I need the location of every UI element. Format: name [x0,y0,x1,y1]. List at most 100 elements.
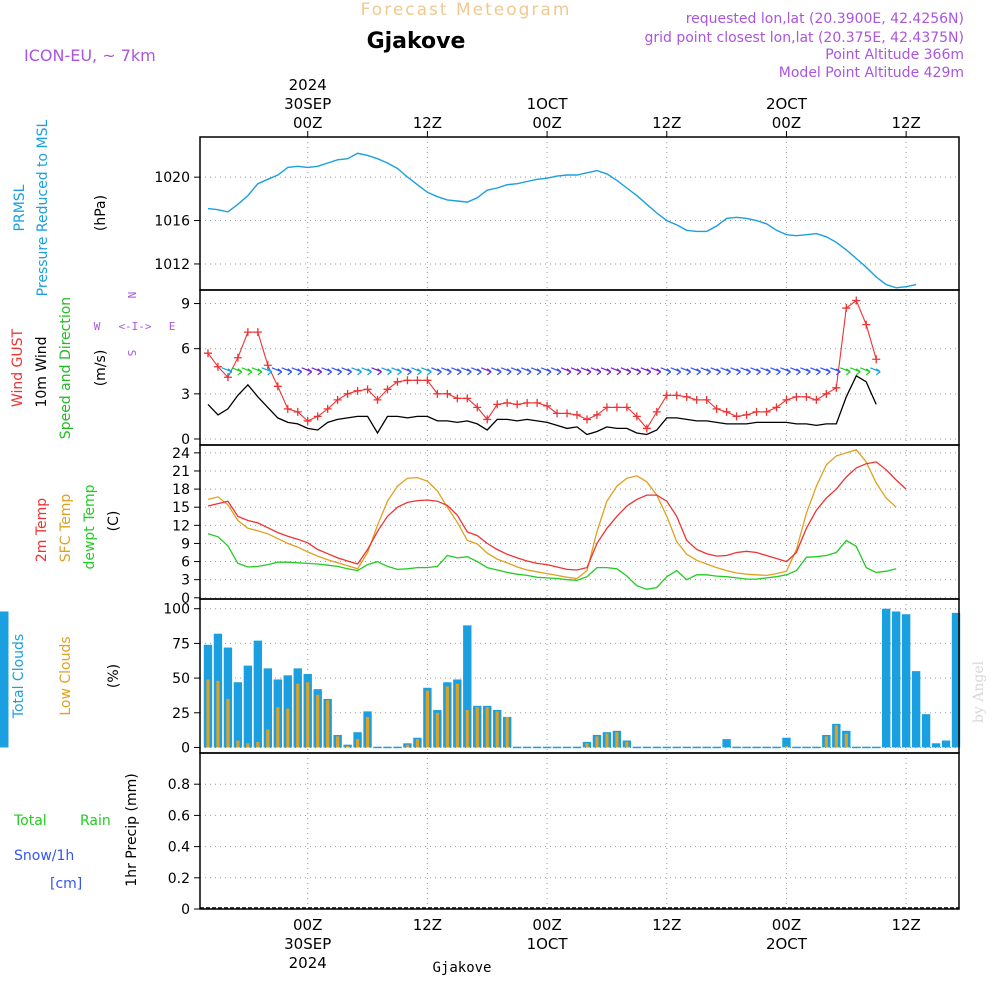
y-tick-label: 0.6 [168,808,190,824]
total-cloud-bar [882,608,891,748]
wind-direction-arrow [251,367,263,376]
time-label: 1OCT [527,935,569,953]
low-cloud-bar [605,733,609,748]
wind-direction-arrow [351,367,362,376]
gust-marker [832,383,841,392]
gust-marker [253,328,262,337]
time-label: 12Z [891,916,920,934]
low-cloud-bar [495,711,499,748]
gust-marker [343,389,352,398]
gust-marker [742,410,751,419]
total-cloud-bar [223,647,233,748]
wind-direction-arrow [810,367,821,376]
clouds-label-total: Total Clouds [11,634,27,719]
temp-label-unit: (C) [106,511,122,532]
wind-panel: 0 3 6 9 [181,289,960,448]
wind-direction-arrow [869,367,881,376]
gust-marker [483,415,492,424]
clouds-label-low: Low Clouds [58,636,74,715]
wind-direction-arrow [261,367,273,376]
time-label: 12Z [652,916,681,934]
wind-direction-arrow [570,367,582,376]
gust-marker [383,385,392,394]
low-cloud-bar [485,707,489,748]
low-cloud-bar [784,746,789,748]
wind-direction-arrow [411,367,422,376]
clouds-side-labels: Total Clouds Low Clouds (%) [11,634,122,719]
gust-marker [682,392,691,401]
gust-marker [712,404,721,413]
wind-direction-arrow [860,367,871,376]
y-tick-label: 6 [181,555,190,571]
compass-n: N [125,292,138,299]
wind-direction-arrow [760,367,771,376]
wind-direction-arrow [271,367,283,376]
gust-marker [842,304,851,313]
gust-marker [303,416,312,425]
gust-marker [523,398,532,407]
y-tick-label: 0 [181,902,190,918]
time-label: 00Z [532,916,561,934]
gust-marker [762,407,771,416]
low-cloud-bar [286,708,290,748]
time-label: 00Z [772,916,801,934]
wind-direction-arrow [620,367,632,376]
low-cloud-bar [435,712,439,748]
gust-marker [393,377,402,386]
time-label: 00Z [532,114,561,132]
wind-direction-arrow [421,367,432,376]
wind-direction-arrow [650,367,662,376]
low-cloud-bar [625,741,629,748]
gust-marker [612,403,621,412]
time-label: 30SEP [284,935,331,953]
y-tick-label: 21 [172,464,190,480]
low-cloud-bar [824,736,828,748]
temp-label-dewpt: dewpt Temp [82,484,98,569]
gust-marker [213,362,222,371]
pressure-side-labels: PRMSL Pressure Reduced to MSL (hPa) [12,119,109,296]
temperature-side-labels: 2m Temp SFC Temp dewpt Temp (C) [34,484,122,569]
time-label: 30SEP [284,95,331,113]
wind-direction-arrow [241,367,253,376]
gust-marker [203,349,212,358]
gust-marker [563,409,572,418]
wind-direction-arrow [481,367,492,376]
total-cloud-bar [931,743,941,748]
y-tick-label: 6 [181,342,190,358]
total-cloud-bar [722,739,731,748]
wind-direction-arrow [820,367,831,376]
gust-marker [463,394,472,403]
y-tick-label: 18 [172,482,190,498]
gust-marker [672,391,681,400]
low-cloud-bar [505,716,509,748]
gust-marker [553,409,562,418]
gust-marker [692,395,701,404]
gust-marker [243,328,252,337]
gust-marker [772,403,781,412]
wind-direction-arrow [540,367,552,376]
low-cloud-bar [266,729,270,748]
low-cloud-bar [465,709,469,748]
pressure-label-msl: Pressure Reduced to MSL [35,119,51,296]
gust-marker [862,320,871,329]
wind-direction-arrow [461,367,472,376]
y-tick-label: 0.4 [168,840,190,856]
total-cloud-bar [233,682,243,748]
wind-direction-arrow [451,367,462,376]
low-cloud-bar [256,741,260,748]
low-cloud-bar [316,694,320,748]
compass-w: W [94,320,101,333]
wind-direction-arrow [830,367,841,376]
point-altitude: Point Altitude 366m [825,47,964,63]
precip-legend-total: Total [13,813,47,829]
gust-marker [732,412,741,421]
low-cloud-bar [236,740,240,748]
y-tick-label: 9 [181,536,190,552]
temperature-panel: 0 3 6 9 12 15 18 21 24 [172,444,960,607]
low-cloud-bar [445,686,449,748]
precip-legend-rain: Rain [80,813,111,829]
y-tick-label: 0 [181,740,190,756]
y-tick-label: 1020 [154,170,190,186]
wind-direction-arrow [231,367,243,376]
